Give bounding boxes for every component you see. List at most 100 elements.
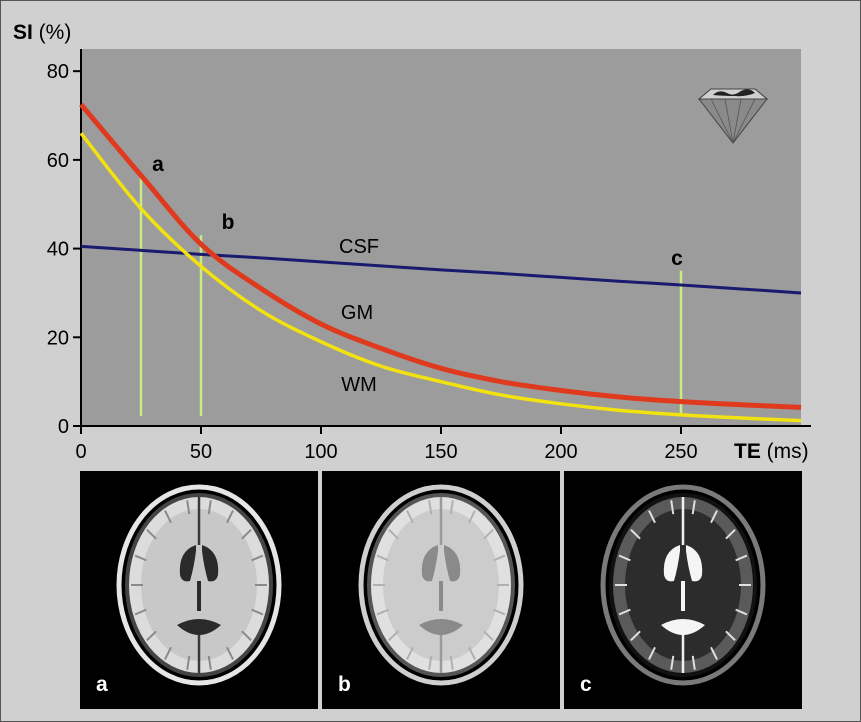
te-marker-label-c: c bbox=[671, 247, 683, 270]
sulcus bbox=[388, 529, 399, 540]
sulcus bbox=[468, 510, 476, 524]
mri-brain-image-b bbox=[358, 484, 524, 686]
diamond-facet bbox=[732, 98, 756, 144]
third-ventricle bbox=[197, 581, 201, 611]
panel-label-c: c bbox=[580, 673, 592, 696]
diamond-logo-icon bbox=[697, 88, 769, 144]
diamond-facet bbox=[732, 98, 742, 144]
sulcus bbox=[251, 554, 264, 562]
sulcus bbox=[710, 510, 718, 524]
sulcus bbox=[428, 500, 433, 515]
x-tick-label: 100 bbox=[304, 441, 337, 463]
series-line-csf bbox=[80, 244, 802, 295]
sulcus bbox=[251, 608, 264, 616]
x-tick-label: 200 bbox=[544, 441, 577, 463]
sulcus bbox=[388, 630, 399, 641]
sulcus bbox=[493, 608, 506, 616]
third-ventricle bbox=[439, 581, 443, 611]
sulcus bbox=[483, 630, 494, 641]
mri-brain-image-a bbox=[116, 484, 282, 686]
left-lateral-ventricle bbox=[663, 545, 680, 582]
sulcus bbox=[376, 608, 389, 616]
right-lateral-ventricle bbox=[686, 545, 703, 582]
sulcus bbox=[186, 500, 191, 515]
posterior-horns bbox=[419, 619, 463, 635]
sulcus bbox=[618, 554, 631, 562]
y-tick-label: 40 bbox=[47, 239, 69, 261]
sulcus bbox=[468, 646, 476, 660]
sulcus bbox=[428, 655, 433, 670]
sulcus bbox=[406, 510, 414, 524]
third-ventricle bbox=[681, 581, 685, 611]
sulcus bbox=[670, 500, 675, 515]
sulcus bbox=[648, 510, 656, 524]
skull-outline bbox=[358, 484, 524, 686]
mri-panel-c: c bbox=[564, 471, 802, 709]
sulcus bbox=[241, 630, 252, 641]
signal-decay-chart: 0 20 40 60 80 0 50 100 150 200 250 SI (%) TE (ms) a b c… bbox=[13, 21, 811, 463]
te-marker-label-b: b bbox=[222, 211, 235, 234]
sulcus bbox=[483, 529, 494, 540]
x-axis-title-unit: (ms) bbox=[761, 440, 809, 463]
sulcus bbox=[691, 500, 696, 515]
mri-panel-b: b bbox=[322, 471, 560, 709]
sulcus bbox=[691, 655, 696, 670]
x-axis-title: TE (ms) bbox=[734, 440, 809, 463]
sulcus bbox=[146, 630, 157, 641]
posterior-horns bbox=[661, 619, 705, 635]
sulcus bbox=[134, 554, 147, 562]
y-tick-label: 80 bbox=[47, 61, 69, 83]
sulcus bbox=[735, 554, 748, 562]
x-tick-label: 50 bbox=[190, 441, 212, 463]
x-tick-label: 0 bbox=[75, 441, 86, 463]
sulcus bbox=[493, 554, 506, 562]
sulcus bbox=[207, 500, 212, 515]
y-tick-label: 60 bbox=[47, 150, 69, 172]
sulcus bbox=[449, 655, 454, 670]
te-marker-label-a: a bbox=[152, 153, 164, 176]
sulcus bbox=[725, 529, 736, 540]
posterior-horns bbox=[177, 619, 221, 635]
sulcus bbox=[376, 554, 389, 562]
sulcus bbox=[710, 646, 718, 660]
sulcus bbox=[618, 608, 631, 616]
sulcus bbox=[241, 529, 252, 540]
mri-brain-image-c bbox=[600, 484, 766, 686]
series-line-gm bbox=[79, 102, 802, 410]
left-lateral-ventricle bbox=[179, 545, 196, 582]
sulcus bbox=[735, 608, 748, 616]
series-line-wm bbox=[79, 132, 802, 423]
skull-outline bbox=[116, 484, 282, 686]
y-axis-title: SI (%) bbox=[13, 21, 71, 44]
series-label-csf: CSF bbox=[339, 236, 379, 258]
sulcus bbox=[670, 655, 675, 670]
diamond-map bbox=[713, 89, 755, 97]
y-axis-title-bold: SI bbox=[13, 21, 33, 44]
sulcus bbox=[226, 646, 234, 660]
x-tick-label: 250 bbox=[664, 441, 697, 463]
x-axis-title-bold: TE bbox=[734, 440, 761, 463]
left-lateral-ventricle bbox=[421, 545, 438, 582]
right-lateral-ventricle bbox=[202, 545, 219, 582]
sulcus bbox=[134, 608, 147, 616]
sulcus bbox=[207, 655, 212, 670]
y-axis-title-unit: (%) bbox=[33, 21, 72, 44]
right-lateral-ventricle bbox=[444, 545, 461, 582]
sulcus bbox=[186, 655, 191, 670]
sulcus bbox=[226, 510, 234, 524]
sulcus bbox=[630, 630, 641, 641]
sulcus bbox=[630, 529, 641, 540]
mri-panel-a: a bbox=[80, 471, 318, 709]
y-tick-label: 0 bbox=[58, 416, 69, 438]
series-label-wm: WM bbox=[341, 374, 377, 396]
sulcus bbox=[449, 500, 454, 515]
sulcus bbox=[406, 646, 414, 660]
sulcus bbox=[164, 510, 172, 524]
diamond-facet bbox=[710, 98, 734, 144]
panel-label-b: b bbox=[338, 673, 351, 696]
sulcus bbox=[648, 646, 656, 660]
skull-outline bbox=[600, 484, 766, 686]
y-tick-label: 20 bbox=[47, 327, 69, 349]
diamond-facet bbox=[724, 98, 734, 144]
